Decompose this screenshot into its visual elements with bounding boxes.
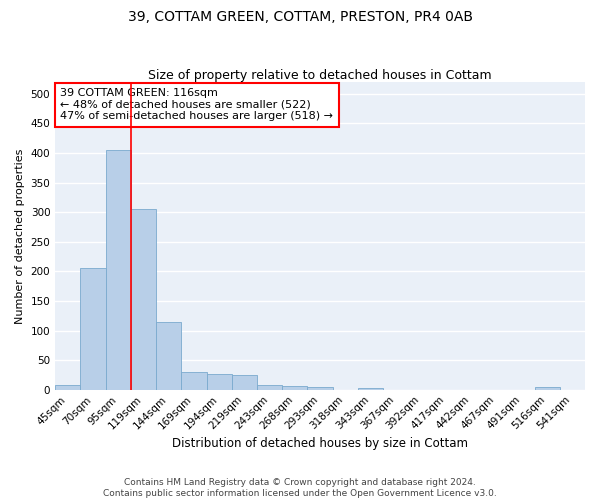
Bar bbox=[106, 150, 131, 390]
Bar bbox=[181, 372, 206, 390]
Bar bbox=[257, 385, 282, 390]
Bar bbox=[80, 268, 106, 390]
Y-axis label: Number of detached properties: Number of detached properties bbox=[15, 148, 25, 324]
Bar bbox=[55, 385, 80, 390]
Text: Contains HM Land Registry data © Crown copyright and database right 2024.
Contai: Contains HM Land Registry data © Crown c… bbox=[103, 478, 497, 498]
X-axis label: Distribution of detached houses by size in Cottam: Distribution of detached houses by size … bbox=[172, 437, 468, 450]
Bar bbox=[206, 374, 232, 390]
Title: Size of property relative to detached houses in Cottam: Size of property relative to detached ho… bbox=[148, 69, 492, 82]
Bar bbox=[535, 388, 560, 390]
Bar bbox=[282, 386, 307, 390]
Bar bbox=[307, 388, 332, 390]
Bar bbox=[156, 322, 181, 390]
Bar bbox=[131, 209, 156, 390]
Bar bbox=[232, 375, 257, 390]
Bar bbox=[358, 388, 383, 390]
Text: 39 COTTAM GREEN: 116sqm
← 48% of detached houses are smaller (522)
47% of semi-d: 39 COTTAM GREEN: 116sqm ← 48% of detache… bbox=[61, 88, 334, 122]
Text: 39, COTTAM GREEN, COTTAM, PRESTON, PR4 0AB: 39, COTTAM GREEN, COTTAM, PRESTON, PR4 0… bbox=[128, 10, 473, 24]
